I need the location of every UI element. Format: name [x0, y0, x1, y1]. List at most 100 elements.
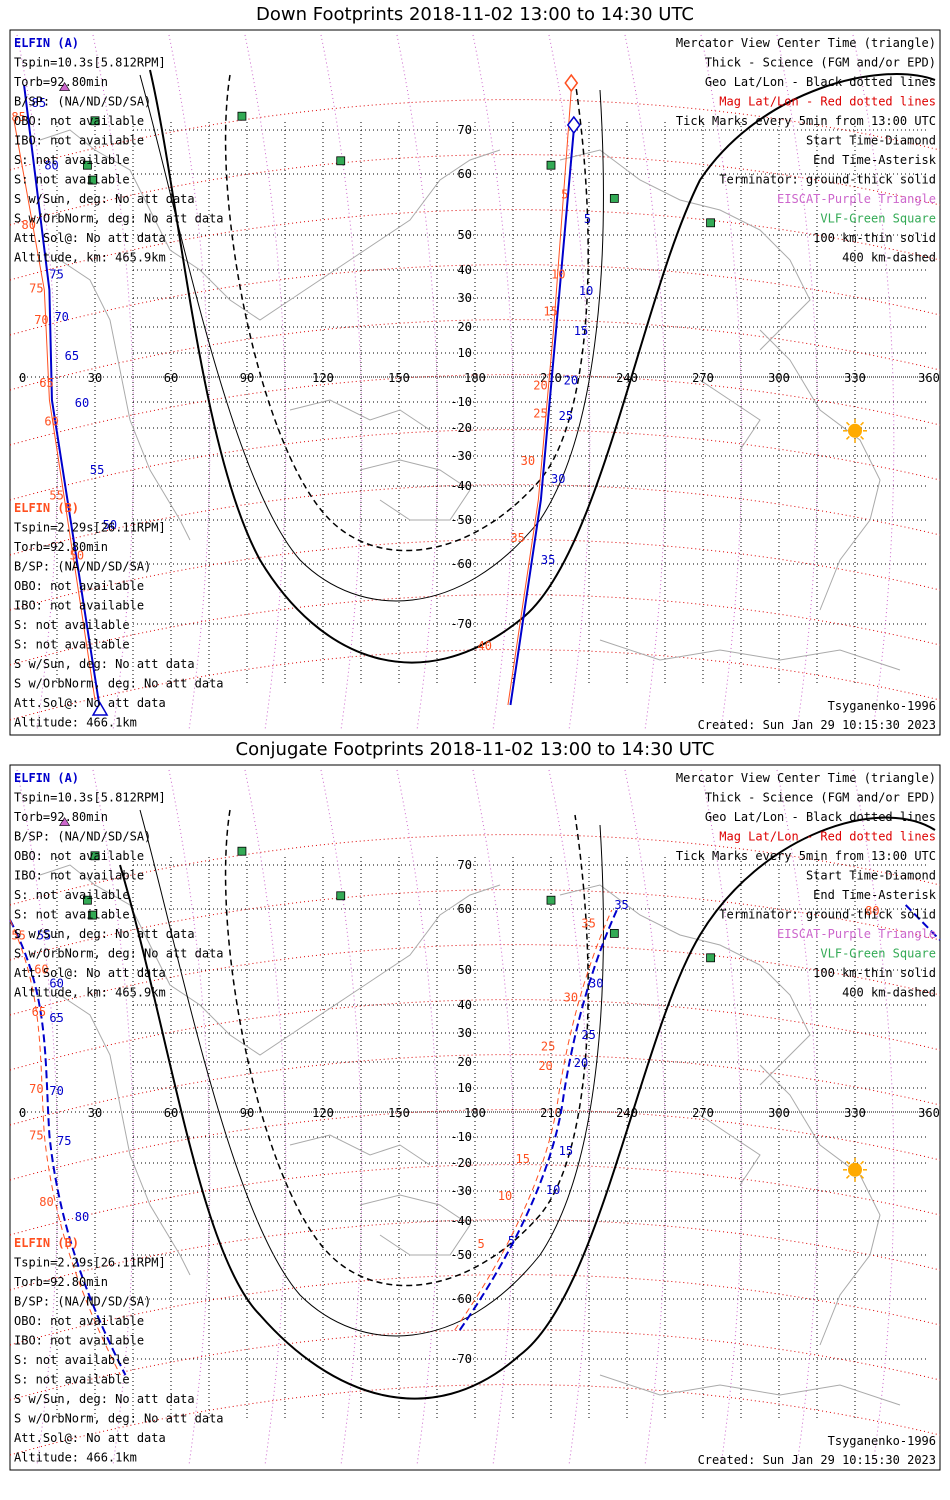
vlf-station-icon: [336, 156, 346, 166]
elfin-a-info-line: S w/OrbNorm, deg: No att data: [14, 947, 224, 961]
elfin-a-info-line: Att.Sol@: No att data: [14, 966, 166, 980]
mag-meridian: [776, 769, 819, 1466]
coastline: [699, 379, 761, 451]
coastlines: [39, 129, 901, 671]
lat-tick-label: -10: [450, 395, 472, 409]
time-label-red: 10: [551, 267, 565, 281]
time-label-red: 25: [541, 1039, 555, 1053]
time-label-blue: 10: [546, 1183, 560, 1197]
elfin-a-info-line: B/SP: (NA/ND/SD/SA): [14, 830, 151, 844]
legend-item: 100 km-thin solid: [813, 231, 936, 245]
lon-tick-label: 360: [918, 1106, 940, 1120]
mag-meridian: [472, 34, 515, 731]
legend-item: Start Time-Diamond: [806, 134, 936, 148]
lat-tick-label: 60: [458, 167, 472, 181]
legend-item: Start Time-Diamond: [806, 869, 936, 883]
start-diamond-b: [564, 73, 579, 93]
time-label-blue: 35: [614, 898, 628, 912]
elfin-b-info-line: Torb=92.80min: [14, 1275, 108, 1289]
mag-meridian: [244, 769, 287, 1466]
elfin-b-info-line: S: not available: [14, 1353, 130, 1367]
elfin-a-info-line: B/SP: (NA/ND/SD/SA): [14, 95, 151, 109]
elfin-b-info-line: S w/Sun, deg: No att data: [14, 657, 195, 671]
elfin-a-info-line: S w/Sun, deg: No att data: [14, 192, 195, 206]
time-labels: 8580757065605550510152025303540858075706…: [11, 96, 593, 653]
lat-tick-label: 30: [458, 291, 472, 305]
axis-labels: 0 30 60 90 120 150 180 210 240 270 300 330 360706050…: [19, 123, 940, 631]
vlf-station-icon: [546, 895, 556, 905]
legend-item: 100 km-thin solid: [813, 966, 936, 980]
lon-tick-label: 150: [388, 1106, 410, 1120]
time-label-red: 15: [543, 304, 557, 318]
time-label-blue: 25: [581, 1028, 595, 1042]
legend-item: Terminator: ground-thick solid: [719, 908, 936, 922]
sun-icon: [843, 418, 867, 443]
elfin-b-info: ELFIN (B) Tspin=2.29s[26.11RPM] Torb=92.80…: [14, 501, 224, 730]
lon-tick-label: 240: [616, 371, 638, 385]
lat-tick-label: -60: [450, 557, 472, 571]
elfin-a-info-line: S w/OrbNorm, deg: No att data: [14, 212, 224, 226]
legend-item: EISCAT-Purple Triangle: [777, 192, 936, 206]
lon-tick-label: 270: [692, 1106, 714, 1120]
lat-tick-label: 10: [458, 346, 472, 360]
elfin-b-info-line: B/SP: (NA/ND/SD/SA): [14, 560, 151, 574]
elfin-a-track-east: [458, 909, 618, 1331]
mag-meridian: [624, 769, 667, 1466]
elfin-a-track-west: [9, 919, 127, 1376]
coastline: [759, 1064, 881, 1346]
time-label-blue: 5: [584, 212, 591, 226]
coastline: [599, 639, 901, 671]
sun-ray: [860, 1160, 865, 1165]
legend-item: Tick Marks every 5min from 13:00 UTC: [676, 849, 936, 863]
vlf-station-icon: [706, 218, 715, 228]
lat-tick-label: -40: [450, 479, 472, 493]
vlf-stations: [83, 111, 715, 228]
lat-tick-label: -20: [450, 1156, 472, 1170]
time-label-red: 5: [478, 1237, 485, 1251]
elfin-b-info-line: Torb=92.80min: [14, 540, 108, 554]
mag-meridian: [320, 34, 363, 731]
coastline: [39, 129, 501, 321]
lat-tick-label: -30: [450, 1184, 472, 1198]
time-label-red: 65: [39, 376, 53, 390]
legend-item: Terminator: ground-thick solid: [719, 173, 936, 187]
lon-tick-label: 330: [844, 371, 866, 385]
footprint-100km-line: [139, 74, 604, 602]
lon-tick-label: 150: [388, 371, 410, 385]
elfin-a-info-line: OBO: not available: [14, 114, 144, 128]
time-label-red: 5: [561, 187, 568, 201]
legend-item: Tick Marks every 5min from 13:00 UTC: [676, 114, 936, 128]
lon-tick-label: 30: [88, 371, 102, 385]
coastline: [699, 1114, 761, 1186]
time-label-red: 80: [39, 1195, 53, 1209]
model-label: Tsyganenko-1996: [828, 1434, 936, 1448]
footprint-400km-line: [224, 809, 589, 1287]
mag-meridian: [700, 769, 743, 1466]
lat-tick-label: -50: [450, 1248, 472, 1262]
time-label-blue: 70: [49, 1084, 63, 1098]
elfin-a-info-line: IBO: not available: [14, 869, 144, 883]
time-label-red: 55: [49, 489, 63, 503]
elfin-b-info-line: S w/Sun, deg: No att data: [14, 1392, 195, 1406]
lon-tick-label: 90: [240, 371, 254, 385]
mag-meridian: [320, 769, 363, 1466]
vlf-station-icon: [336, 891, 346, 901]
mag-meridian: [852, 34, 895, 731]
time-label-red: 60: [34, 963, 48, 977]
elfin-b-info-line: Att.Sol@: No att data: [14, 696, 166, 710]
map-panel-down: 0 30 60 90 120 150 180 210 240 270 300 330 360706050…: [9, 29, 941, 736]
lon-tick-label: 210: [540, 1106, 562, 1120]
elfin-b-info-title: ELFIN (B): [14, 1236, 79, 1250]
elfin-a-info-line: S: not available: [14, 153, 130, 167]
elfin-b-info-line: Att.Sol@: No att data: [14, 1431, 166, 1445]
lat-tick-label: 20: [458, 320, 472, 334]
elfin-b-info-line: OBO: not available: [14, 579, 144, 593]
elfin-b-info-line: B/SP: (NA/ND/SD/SA): [14, 1295, 151, 1309]
time-label-blue: 65: [49, 1011, 63, 1025]
time-label-red: 30: [564, 991, 578, 1005]
time-label-red: 65: [32, 1005, 46, 1019]
mag-meridian: [92, 769, 135, 1466]
time-label-red: 75: [29, 281, 43, 295]
vlf-station-icon: [237, 846, 247, 856]
sun-icon: [843, 1157, 867, 1182]
